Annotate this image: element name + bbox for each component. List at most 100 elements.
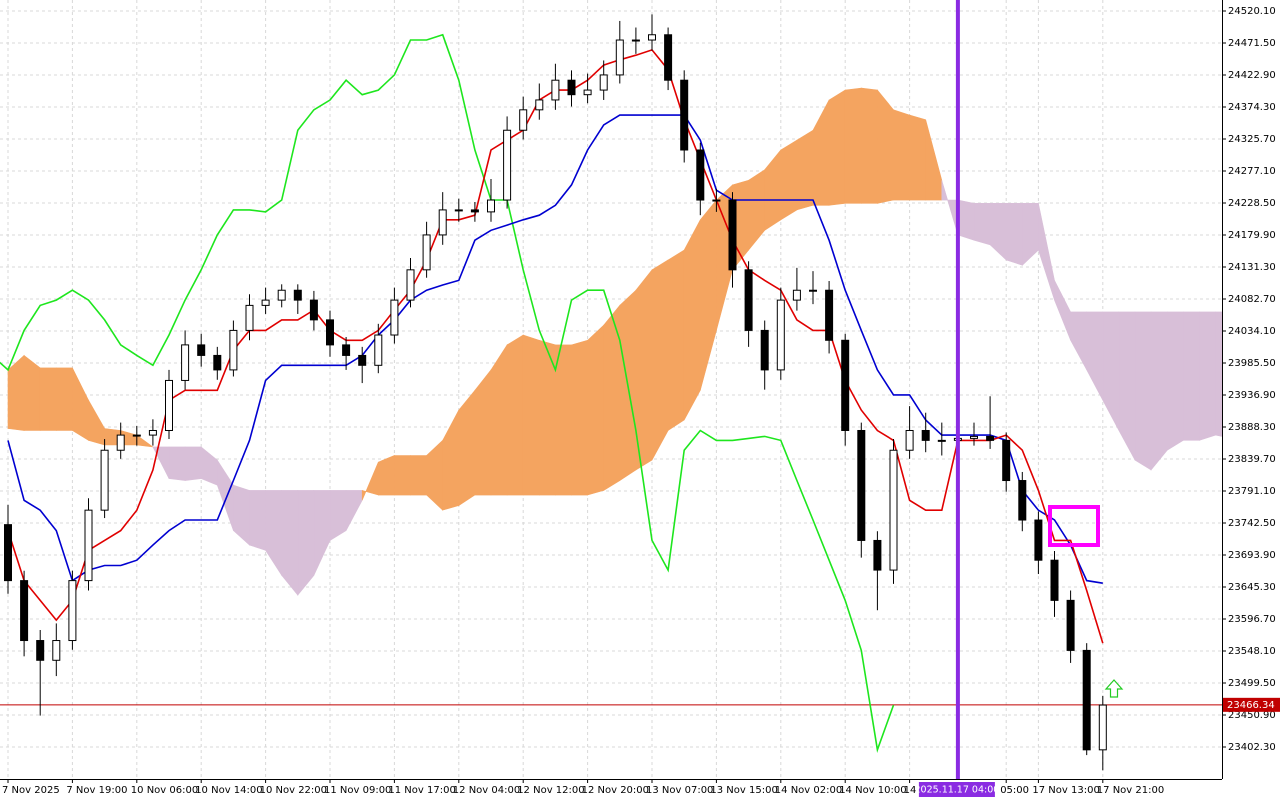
y-tick-label: 23985.50	[1228, 358, 1276, 369]
y-tick-label: 24471.50	[1228, 38, 1276, 49]
candle-body	[680, 79, 689, 151]
candle-body	[825, 289, 834, 341]
candle-body	[197, 344, 206, 356]
cloud-segment	[571, 339, 588, 496]
x-tick-label: 12 Nov 12:00	[517, 785, 584, 796]
candle-body	[873, 539, 882, 571]
candle-body	[148, 429, 157, 436]
cloud-segment	[1215, 311, 1222, 437]
candle-body	[503, 129, 512, 201]
cloud-segment	[667, 249, 685, 432]
candle-body	[245, 304, 254, 331]
candle-body	[841, 339, 850, 431]
y-tick-label: 23450.90	[1228, 710, 1276, 721]
y-tick-label: 23936.90	[1228, 390, 1276, 401]
x-tick-label: 7 Nov 19:00	[66, 785, 127, 796]
cloud-segment	[184, 446, 202, 481]
candle-body	[326, 319, 334, 346]
candle-body	[342, 344, 351, 356]
chikou-line	[0, 33, 895, 753]
marker-label-box	[918, 782, 995, 797]
y-tick-label: 23839.70	[1228, 454, 1276, 465]
candle-body	[165, 379, 173, 431]
x-tick-label: 17 Nov 13:00	[1032, 785, 1099, 796]
candle-body	[1082, 649, 1091, 751]
candle-body	[36, 640, 45, 661]
candle-body	[744, 269, 753, 331]
candle-body	[261, 299, 270, 306]
y-tick-label: 24082.70	[1228, 294, 1276, 305]
candle-body	[1050, 559, 1059, 601]
candle-body	[84, 509, 93, 582]
candle-body	[20, 580, 29, 642]
cloud-segment	[683, 219, 701, 421]
cloud-segment	[410, 455, 427, 496]
candle-body	[519, 109, 528, 131]
y-tick-label: 23402.30	[1228, 742, 1276, 753]
candle-body	[696, 149, 705, 201]
y-tick-label: 24325.70	[1228, 134, 1276, 145]
cloud-segment	[877, 89, 894, 204]
current-price-box	[1223, 697, 1280, 712]
candle-body	[406, 269, 415, 301]
candle-body	[986, 435, 995, 441]
x-tick-label: 10 Nov 14:00	[195, 785, 262, 796]
cloud-segment	[651, 259, 669, 461]
candle-body	[760, 329, 769, 371]
candle-body	[599, 74, 608, 91]
x-tick-label: 12 Nov 20:00	[582, 785, 649, 796]
candle-body	[229, 329, 238, 371]
candle-body	[100, 449, 109, 511]
cloud-segment	[522, 334, 540, 496]
candle-body	[1002, 439, 1011, 482]
y-tick-label: 23742.50	[1228, 518, 1276, 529]
y-tick-label: 24179.90	[1228, 230, 1276, 241]
cloud-segment	[168, 446, 186, 481]
candle-body	[438, 209, 447, 236]
cloud-segment	[506, 334, 524, 496]
current-price-label: 23466.34	[1227, 700, 1275, 711]
y-tick-label: 23693.90	[1228, 550, 1276, 561]
candle-body	[631, 39, 640, 42]
y-tick-label: 24277.10	[1228, 166, 1276, 177]
candle-body	[309, 299, 318, 321]
y-tick-label: 24520.10	[1228, 6, 1276, 17]
candle-body	[776, 299, 785, 371]
cloud-segment	[780, 139, 798, 221]
grid	[0, 0, 1222, 779]
highlight-box	[1048, 505, 1100, 547]
y-tick-label: 23645.30	[1228, 582, 1276, 593]
x-tick-label: 10 Nov 22:00	[260, 785, 327, 796]
cloud-segment	[377, 455, 395, 496]
candle-body	[970, 435, 978, 439]
cloud-segment	[635, 268, 653, 471]
candle-body	[487, 199, 495, 213]
candle-body	[1066, 599, 1075, 651]
cloud-segment	[1134, 311, 1152, 471]
candle-body	[809, 289, 817, 292]
cloud-segment	[587, 324, 605, 496]
y-tick-label: 23596.70	[1228, 614, 1276, 625]
y-tick-label: 24422.90	[1228, 70, 1276, 81]
candle-body	[1034, 519, 1043, 561]
cloud-segment	[39, 367, 57, 431]
cloud-segment	[828, 89, 846, 206]
cloud-segment	[394, 455, 411, 496]
cloud-segment	[1150, 311, 1168, 471]
x-tick-label: 11 Nov 17:00	[388, 785, 455, 796]
x-tick-label: 10 Nov 06:00	[131, 785, 198, 796]
y-tick-label: 24374.30	[1228, 102, 1276, 113]
x-tick-label: 05:00	[1000, 785, 1029, 796]
candle-body	[470, 209, 479, 213]
candle-body	[132, 434, 141, 437]
cloud-segment	[555, 344, 572, 496]
candle-body	[358, 354, 367, 366]
candle-body	[615, 39, 624, 76]
cloud-segment	[844, 87, 862, 204]
candle-body	[712, 199, 721, 202]
cloud-segment	[957, 199, 975, 241]
candle-body	[664, 34, 673, 81]
x-tick-label: 12 Nov 04:00	[453, 785, 520, 796]
